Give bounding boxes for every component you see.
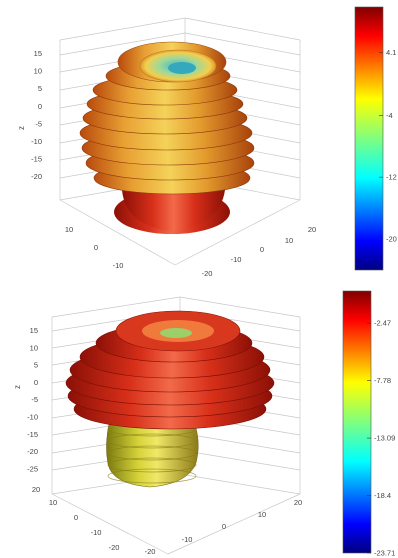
axis-edge (179, 473, 301, 495)
x-tick-label: -10 (231, 255, 242, 264)
surface-stem-rib (107, 445, 197, 461)
z-tick-label: 10 (30, 343, 38, 352)
z-tick-label: -15 (27, 430, 38, 439)
colorbar-tick-label: -2.47 (374, 319, 391, 328)
colorbar (342, 290, 372, 554)
surface-plot-bottom: 15 10 5 0 -5 -10 -15 -20 -25 z 20 10 0 -10 -20 -20 -10 0 1… (0, 279, 398, 558)
surface-bulb (122, 190, 225, 232)
z-tick-label: -5 (31, 395, 38, 404)
surface-stem (106, 416, 199, 488)
axis-edge (167, 493, 301, 555)
z-tick-label: 10 (34, 67, 42, 76)
surface-stem-rib (107, 457, 197, 473)
x-tick-label: 10 (285, 236, 293, 245)
x-tick-label: -10 (182, 535, 193, 544)
y-tick-label: 10 (65, 225, 73, 234)
y-tick-label: 0 (74, 513, 78, 522)
colorbar (354, 6, 384, 271)
colorbar-tick-label: -4 (386, 111, 393, 120)
grid-line (179, 449, 301, 471)
colorbar-tick-label: -12 (386, 173, 397, 182)
x-tick-label: 10 (258, 510, 266, 519)
grid-line (184, 32, 301, 56)
y-tick-label: 20 (32, 485, 40, 494)
axis-edge (174, 199, 301, 266)
z-tick-label: -20 (27, 447, 38, 456)
surface-body (65, 310, 275, 488)
surface-plot-top-svg: 15 10 5 0 -5 -10 -15 -20 z 10 0 -10 -20 -10 0 10 20 4.1 -4… (17, 6, 397, 278)
grid-line (59, 32, 186, 56)
colorbar-tick-label: -23.71 (374, 549, 395, 558)
x-tick-label: -20 (145, 547, 156, 556)
axis-edge (51, 296, 181, 318)
x-tick-label: 20 (308, 225, 316, 234)
z-tick-label: -5 (35, 119, 42, 128)
colorbar-tick-label: 4.1 (386, 48, 396, 57)
axis-edge (184, 17, 301, 41)
colorbar-tick-label: -18.4 (374, 491, 391, 500)
z-tick-label: -10 (31, 137, 42, 146)
z-tick-label: -25 (27, 464, 38, 473)
x-tick-label: 0 (222, 522, 226, 531)
axis-edge (59, 17, 186, 41)
z-axis-label: z (13, 385, 22, 389)
z-tick-label: 5 (34, 361, 38, 370)
z-tick-label: 5 (38, 84, 42, 93)
y-tick-label: -20 (109, 543, 120, 552)
z-tick-label: 0 (34, 378, 38, 387)
surface-cup-center (168, 62, 196, 74)
axis-edge (179, 296, 301, 318)
z-tick-label: 15 (30, 326, 38, 335)
z-tick-label: -20 (31, 172, 42, 181)
x-tick-label: -20 (202, 269, 213, 278)
surface-stem-rib (107, 468, 197, 484)
y-tick-label: -10 (91, 528, 102, 537)
z-tick-label: -15 (31, 155, 42, 164)
z-tick-label: 15 (34, 49, 42, 58)
axis-edge (59, 199, 176, 266)
grid-line (179, 432, 301, 454)
surface-plot-top: 15 10 5 0 -5 -10 -15 -20 z 10 0 -10 -20 -10 0 10 20 4.1 -4… (17, 6, 397, 278)
surface-stem-rib (107, 433, 197, 449)
surface-body (79, 41, 255, 234)
colorbar-tick-label: -7.78 (374, 376, 391, 385)
y-tick-label: 10 (49, 498, 57, 507)
colorbar-tick-label: -20 (386, 235, 397, 244)
z-tick-label: -10 (27, 413, 38, 422)
colorbar-tick-label: -13.09 (374, 434, 395, 443)
surface-cap-center (160, 328, 192, 338)
y-tick-label: -10 (113, 261, 124, 270)
y-tick-label: 0 (94, 243, 98, 252)
surface-plot-bottom-svg: 15 10 5 0 -5 -10 -15 -20 -25 z 20 10 0 -10 -20 -20 -10 0 1… (13, 290, 395, 558)
axis-edge (51, 493, 169, 555)
x-tick-label: 20 (294, 498, 302, 507)
x-tick-label: 0 (260, 245, 264, 254)
z-tick-label: 0 (38, 102, 42, 111)
z-axis-label: z (17, 126, 26, 130)
